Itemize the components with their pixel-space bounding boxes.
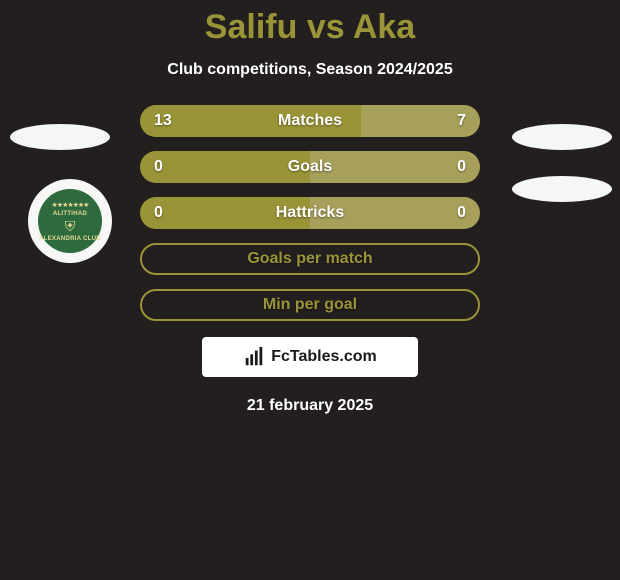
stat-bar-min-per-goal: Min per goal	[140, 289, 480, 321]
bar-value-right: 0	[457, 204, 466, 222]
bar-label: Hattricks	[276, 204, 344, 222]
stat-bar-matches: 13 7 Matches	[140, 105, 480, 137]
stat-bar-hattricks: 0 0 Hattricks	[140, 197, 480, 229]
attribution-badge: FcTables.com	[202, 337, 418, 377]
bar-fill-left	[140, 151, 310, 183]
date-text: 21 february 2025	[0, 397, 620, 415]
bar-value-left: 0	[154, 204, 163, 222]
stat-bar-goals: 0 0 Goals	[140, 151, 480, 183]
club-badge-inner: ★★★★★★★ ALITTIHAD ⛨ ALEXANDRIA CLUB	[38, 189, 102, 253]
club-badge: ★★★★★★★ ALITTIHAD ⛨ ALEXANDRIA CLUB	[28, 179, 112, 263]
bar-label: Matches	[278, 112, 342, 130]
bar-fill-right	[310, 151, 480, 183]
bar-label: Goals	[288, 158, 332, 176]
bar-value-left: 13	[154, 112, 172, 130]
club-name-line1: ALITTIHAD	[53, 211, 87, 217]
stat-bars: 13 7 Matches 0 0 Goals 0 0 Hattricks Goals per ma…	[140, 105, 480, 321]
attribution-text: FcTables.com	[271, 348, 377, 366]
player-chip-left	[10, 124, 110, 150]
stat-bar-goals-per-match: Goals per match	[140, 243, 480, 275]
club-shield-icon: ⛨	[65, 218, 76, 235]
bar-label: Min per goal	[263, 296, 357, 314]
bar-value-left: 0	[154, 158, 163, 176]
chart-icon	[243, 346, 265, 368]
subtitle: Club competitions, Season 2024/2025	[0, 61, 620, 79]
bar-label: Goals per match	[247, 250, 372, 268]
bar-value-right: 7	[457, 112, 466, 130]
player-chip-right-2	[512, 176, 612, 202]
club-name-line2: ALEXANDRIA CLUB	[39, 236, 101, 242]
player-chip-right-1	[512, 124, 612, 150]
page-title: Salifu vs Aka	[0, 0, 620, 47]
bar-value-right: 0	[457, 158, 466, 176]
club-stars-icon: ★★★★★★★	[52, 201, 89, 209]
